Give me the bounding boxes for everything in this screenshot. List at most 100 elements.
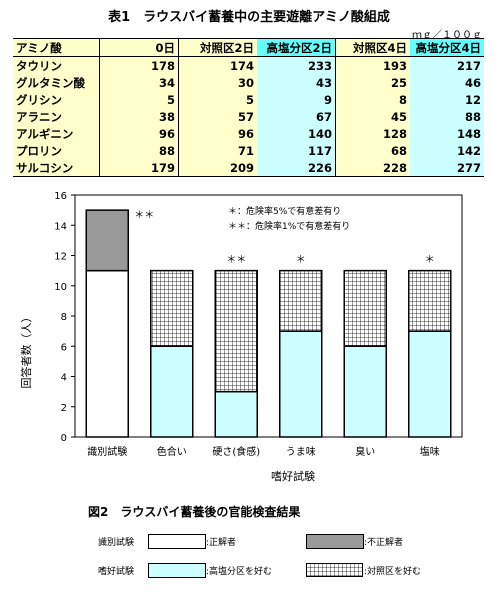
cell: 57 [178,108,257,125]
bar-segment [408,269,452,332]
cell: 179 [99,159,179,177]
bar-segment [279,269,323,332]
cell: 88 [410,108,484,125]
bar-segment [214,390,258,438]
table-header-row: アミノ酸 0日 対照区2日 高塩分区2日 対照区4日 高塩分区4日 [13,38,484,57]
x-tick-label: 硬さ(食感) [212,445,260,458]
table-row: プロリン 88 71 117 68 142 [13,142,484,159]
bar-segment [279,330,323,438]
header-cell: 高塩分区4日 [410,38,484,57]
cell: 226 [257,159,336,177]
table-row: タウリン 178 174 233 193 217 [13,56,484,74]
cell: 25 [335,74,410,91]
x-tick-label: 臭い [355,445,375,458]
bar-segment [150,345,194,438]
significance-mark: ＊＊ [134,210,154,221]
legend-swatch-correct [148,534,206,549]
bar-segment [85,209,129,272]
row-name: サルコシン [13,159,100,177]
row-name: プロリン [13,142,100,159]
cell: 148 [410,125,484,142]
cell: 67 [257,108,336,125]
header-cell: 高塩分区2日 [257,38,336,57]
cell: 140 [257,125,336,142]
legend-row1-label: 識別試験 [98,538,135,548]
annotation-1pct: ＊＊：危険率1%で有意差有り [228,220,350,232]
legend-swatch-incorrect [306,534,364,549]
cell: 5 [178,91,257,108]
significance-mark: ＊ [425,255,435,266]
bar-segment [408,330,452,438]
legend-prefer-control: :対照区を好む [364,567,422,577]
amino-acid-table: アミノ酸 0日 対照区2日 高塩分区2日 対照区4日 高塩分区4日 タウリン 1… [13,38,484,177]
header-cell: 対照区2日 [178,38,257,57]
y-tick-label: 12 [54,252,67,263]
row-name: アルギニン [13,125,100,142]
cell: 96 [99,125,179,142]
x-tick-label: 塩味 [420,445,440,458]
cell: 71 [178,142,257,159]
cell: 174 [178,56,257,74]
row-name: グリシン [13,91,100,108]
header-cell: 対照区4日 [335,38,410,57]
legend-swatch-prefer-control [306,563,363,577]
x-tick-label: うま味 [286,446,316,458]
cell: 228 [335,159,410,177]
cell: 9 [257,91,336,108]
cell: 12 [410,91,484,108]
row-name: タウリン [13,56,100,74]
bar-segment [343,345,387,438]
cell: 68 [335,142,410,159]
cell: 209 [178,159,257,177]
y-axis-label: 回答者数（人） [19,312,33,389]
table-row: グリシン 5 5 9 8 12 [13,91,484,108]
bar-segment [343,269,387,347]
y-tick-label: 14 [54,221,67,232]
bar-segment [85,269,129,438]
row-name: アラニン [13,108,100,125]
cell: 43 [257,74,336,91]
header-cell: 0日 [99,38,179,57]
y-tick-label: 8 [61,312,67,323]
y-tick-label: 10 [54,282,67,293]
y-tick-label: 6 [61,342,67,353]
table-title: 表1 ラウスバイ蓄養中の主要遊離アミノ酸組成 [108,10,390,25]
unit-label: ｍｇ／１００ｇ [412,30,482,41]
row-name: グルタミン酸 [13,74,100,91]
bar-segment [150,269,194,347]
annotation-5pct: ＊：危険率5%で有意差有り [228,205,341,217]
cell: 30 [178,74,257,91]
cell: 178 [99,56,179,74]
cell: 5 [99,91,179,108]
table-row: アラニン 38 57 67 45 88 [13,108,484,125]
y-tick-label: 4 [61,373,67,384]
cell: 96 [178,125,257,142]
cell: 217 [410,56,484,74]
cell: 46 [410,74,484,91]
cell: 233 [257,56,336,74]
header-cell: アミノ酸 [13,38,100,57]
table-row: グルタミン酸 34 30 43 25 46 [13,74,484,91]
y-tick-label: 16 [54,191,67,202]
x-axis-label: 嗜好試験 [271,469,315,483]
cell: 45 [335,108,410,125]
significance-mark: ＊ [296,255,306,266]
legend-row2-label: 嗜好試験 [98,567,135,577]
plot-area: 0 2 4 6 8 10 12 14 16 識別試験 ＊＊ 色合い 硬さ(食感) ＊＊ うま味 ＊ 臭い 塩味 ＊ [54,191,463,458]
figure-title: 図2 ラウスバイ蓄養後の官能検査結果 [88,505,301,519]
table-row: アルギニン 96 96 140 128 148 [13,125,484,142]
cell: 38 [99,108,179,125]
bar-segment [214,269,258,393]
legend-incorrect: :不正解者 [364,538,404,548]
x-tick-label: 識別試験 [87,445,127,458]
legend-swatch-prefer-high [148,563,206,578]
cell: 193 [335,56,410,74]
cell: 8 [335,91,410,108]
significance-mark: ＊＊ [226,255,246,266]
y-tick-label: 0 [61,433,67,444]
cell: 277 [410,159,484,177]
cell: 117 [257,142,336,159]
table-row: サルコシン 179 209 226 228 277 [13,159,484,177]
cell: 88 [99,142,179,159]
